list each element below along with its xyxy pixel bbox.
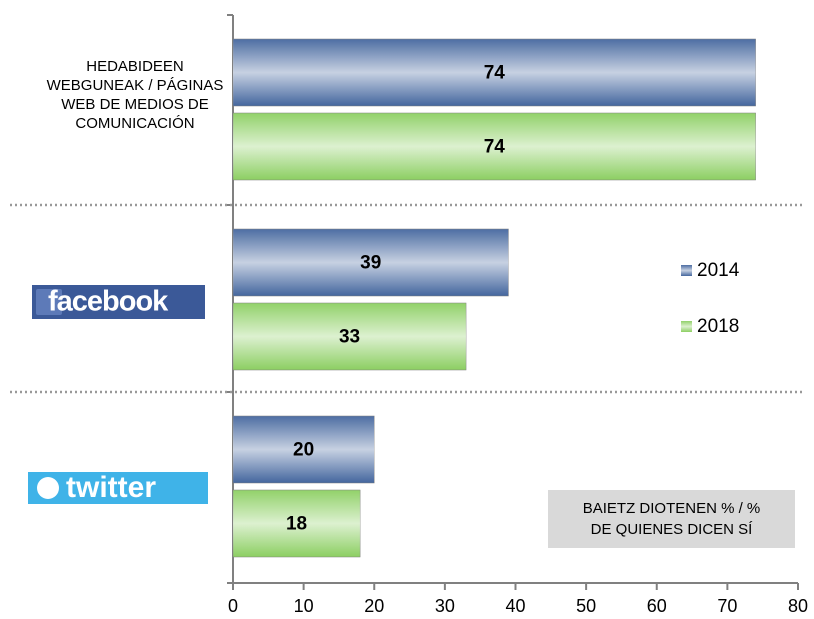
- bar-shine: [233, 113, 756, 180]
- bar-shine: [233, 229, 509, 296]
- category-label: twitter: [66, 471, 156, 504]
- data-label: 39: [360, 253, 381, 274]
- twitter-bird: [37, 477, 59, 499]
- category-label: HEDABIDEEN WEBGUNEAK / PÁGINAS WEB DE ME…: [46, 58, 224, 132]
- legend-swatch-shine: [681, 321, 692, 332]
- x-tick-label: 60: [647, 596, 667, 616]
- legend-swatch-shine: [681, 265, 692, 276]
- x-tick-label: 20: [364, 596, 384, 616]
- x-tick-label: 50: [576, 596, 596, 616]
- bar-shine: [233, 490, 361, 557]
- category-label: facebook: [48, 286, 169, 318]
- x-tick-label: 30: [435, 596, 455, 616]
- data-label: 74: [484, 137, 506, 158]
- x-tick-label: 10: [294, 596, 314, 616]
- data-label: 33: [339, 327, 360, 348]
- bar-shine: [233, 416, 375, 483]
- x-tick-label: 40: [505, 596, 525, 616]
- x-tick-label: 0: [228, 596, 238, 616]
- data-label: 18: [286, 514, 307, 535]
- data-label: 74: [484, 63, 506, 84]
- bar-shine: [233, 39, 756, 106]
- legend-label: 2014: [697, 260, 740, 281]
- annotation: BAIETZ DIOTENEN % / % DE QUIENES DICEN S…: [548, 490, 795, 548]
- x-tick-label: 80: [788, 596, 808, 616]
- bar-shine: [233, 303, 467, 370]
- facebook-logo-f: [36, 289, 62, 315]
- legend-label: 2018: [697, 316, 739, 337]
- data-label: 20: [293, 440, 314, 461]
- x-tick-label: 70: [717, 596, 737, 616]
